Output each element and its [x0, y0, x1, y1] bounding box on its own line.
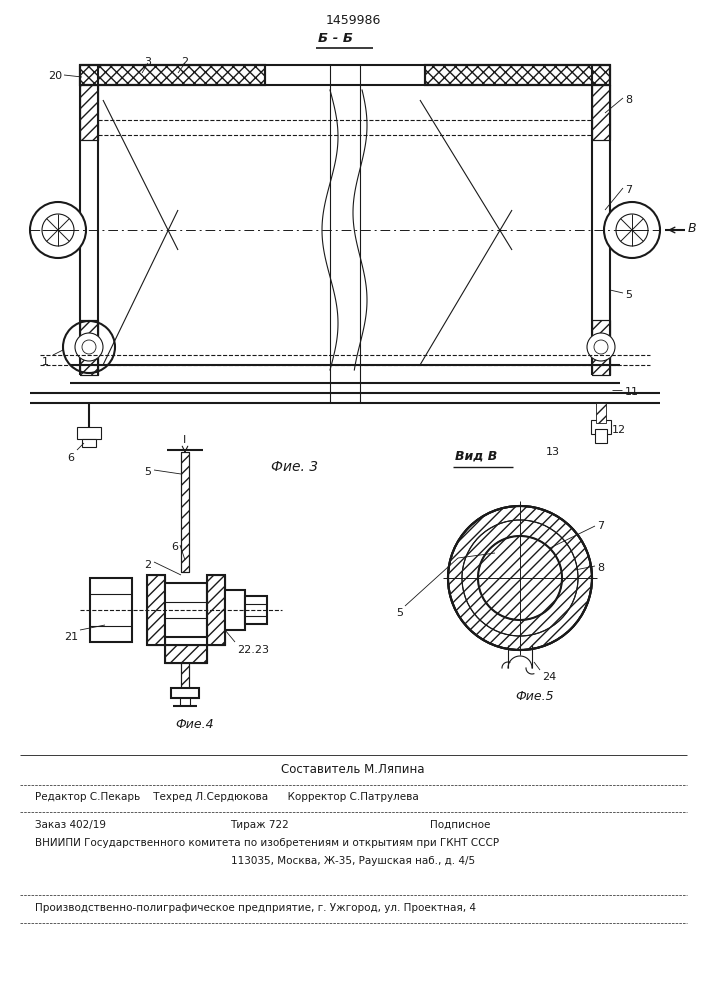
Text: Вид В: Вид В — [455, 450, 497, 463]
Text: 113035, Москва, Ж-35, Раушская наб., д. 4/5: 113035, Москва, Ж-35, Раушская наб., д. … — [231, 856, 475, 866]
Text: 6: 6 — [67, 453, 74, 463]
Bar — [80, 320, 98, 375]
Circle shape — [478, 536, 562, 620]
Text: Фие. 3: Фие. 3 — [271, 460, 319, 474]
Text: Фие.5: Фие.5 — [515, 690, 554, 703]
Text: 12: 12 — [612, 425, 626, 435]
Text: 21: 21 — [64, 632, 78, 642]
Bar — [596, 403, 606, 423]
Text: 1459986: 1459986 — [325, 14, 380, 27]
Text: 13: 13 — [546, 447, 560, 457]
Bar — [592, 85, 610, 140]
Bar — [592, 320, 610, 375]
Bar — [181, 663, 189, 688]
Bar — [171, 688, 199, 698]
Bar — [82, 439, 96, 447]
Circle shape — [42, 214, 74, 246]
Text: Заказ 402/19: Заказ 402/19 — [35, 820, 106, 830]
Bar — [591, 420, 611, 434]
Bar — [80, 85, 98, 140]
Text: Подписное: Подписное — [430, 820, 491, 830]
Text: 1: 1 — [42, 357, 49, 367]
Text: 11: 11 — [625, 387, 639, 397]
Bar — [147, 575, 165, 645]
Text: Тираж 722: Тираж 722 — [230, 820, 288, 830]
Bar — [595, 429, 607, 443]
Text: В: В — [688, 222, 696, 234]
Text: Б - Б: Б - Б — [318, 32, 353, 45]
Text: Составитель М.Ляпина: Составитель М.Ляпина — [281, 763, 425, 776]
Text: 5: 5 — [396, 608, 403, 618]
Text: 5: 5 — [144, 467, 151, 477]
Text: Фие.4: Фие.4 — [175, 718, 214, 731]
Text: 2: 2 — [144, 560, 151, 570]
Bar — [90, 578, 132, 642]
Circle shape — [462, 520, 578, 636]
Bar — [207, 575, 225, 645]
Circle shape — [478, 536, 562, 620]
Bar — [225, 590, 245, 630]
Bar — [425, 65, 610, 85]
Bar — [147, 575, 165, 645]
Bar — [165, 583, 207, 637]
Bar — [592, 320, 610, 375]
Bar — [80, 65, 265, 85]
Bar — [245, 596, 267, 624]
Text: 22.23: 22.23 — [237, 645, 269, 655]
Text: Производственно-полиграфическое предприятие, г. Ужгород, ул. Проектная, 4: Производственно-полиграфическое предприя… — [35, 903, 476, 913]
Text: 6: 6 — [172, 542, 178, 552]
Text: 24: 24 — [542, 672, 556, 682]
Bar — [181, 452, 189, 572]
Text: Редактор С.Пекарь    Техред Л.Сердюкова      Корректор С.Патрулева: Редактор С.Пекарь Техред Л.Сердюкова Кор… — [35, 792, 419, 802]
Circle shape — [30, 202, 86, 258]
Text: 8: 8 — [597, 563, 604, 573]
Circle shape — [462, 520, 578, 636]
Circle shape — [587, 333, 615, 361]
Bar — [77, 427, 101, 439]
Text: 7: 7 — [625, 185, 632, 195]
Circle shape — [448, 506, 592, 650]
Text: 5: 5 — [625, 290, 632, 300]
Circle shape — [82, 340, 96, 354]
Text: 7: 7 — [597, 521, 604, 531]
Bar — [80, 320, 98, 375]
Bar — [181, 452, 189, 572]
Text: I: I — [183, 435, 187, 445]
Text: ВНИИПИ Государственного комитета по изобретениям и открытиям при ГКНТ СССР: ВНИИПИ Государственного комитета по изоб… — [35, 838, 499, 848]
Bar — [165, 645, 207, 663]
Bar — [207, 575, 225, 645]
Bar — [425, 65, 610, 85]
Text: 2: 2 — [182, 57, 189, 67]
Circle shape — [75, 333, 103, 361]
Bar — [592, 85, 610, 140]
Bar — [80, 85, 98, 140]
Circle shape — [594, 340, 608, 354]
Bar — [80, 65, 265, 85]
Circle shape — [616, 214, 648, 246]
Circle shape — [604, 202, 660, 258]
Text: 8: 8 — [625, 95, 632, 105]
Text: 20: 20 — [48, 71, 62, 81]
Bar — [181, 663, 189, 688]
Bar — [165, 645, 207, 663]
Text: 3: 3 — [144, 57, 151, 67]
